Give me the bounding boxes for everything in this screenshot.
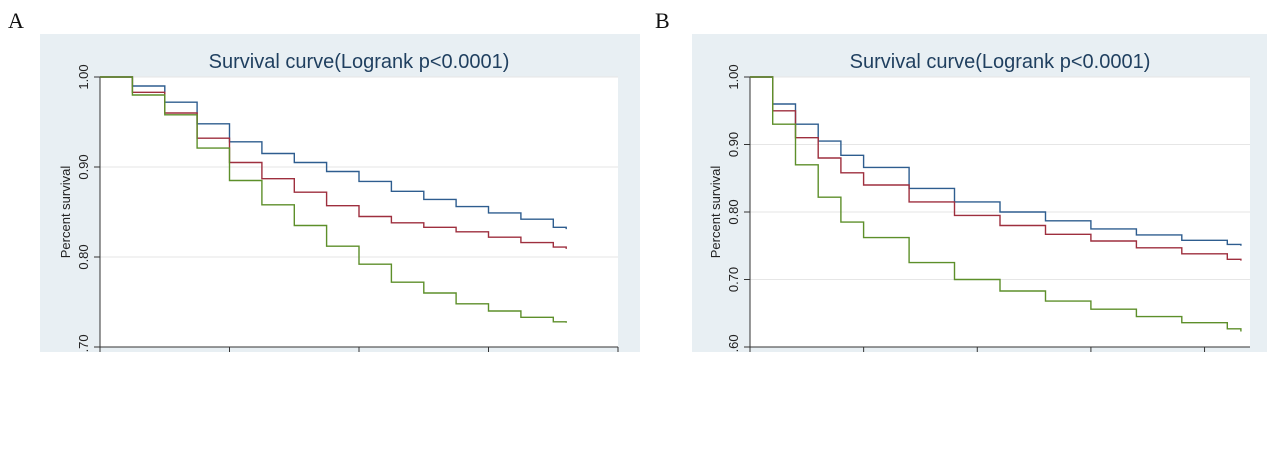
y-tick-label: 0.70: [726, 267, 741, 292]
chart-title: Survival curve(Logrank p<0.0001): [850, 51, 1151, 73]
y-tick-label: 1.00: [76, 64, 91, 89]
series-line-tertile-3: [750, 76, 1242, 332]
series-line-tertile-1: [100, 76, 567, 230]
y-tick-label: 0.90: [76, 154, 91, 179]
y-axis-label: Percent survival: [708, 166, 723, 259]
chart-title: Survival curve(Logrank p<0.0001): [209, 51, 510, 73]
y-tick-label: 0.80: [76, 244, 91, 269]
series-line-tertile-2: [750, 76, 1242, 261]
panel-letter-a: A: [8, 8, 24, 33]
survival-chart-b: Survival curve(Logrank p<0.0001) 0.60 0.70…: [692, 34, 1267, 352]
y-tick-label: 0.60: [726, 334, 741, 352]
series-line-tertile-2: [100, 76, 567, 249]
y-tick-label: 1.00: [726, 64, 741, 89]
y-tick-label: 0.70: [76, 334, 91, 352]
y-tick-label: 0.90: [726, 132, 741, 157]
panel-letter-b: B: [655, 8, 670, 33]
series-line-tertile-3: [100, 76, 567, 323]
survival-chart-a: Survival curve(Logrank p<0.0001) 0.70 0.80…: [40, 34, 640, 352]
y-axis-label: Percent survival: [58, 166, 73, 259]
y-tick-label: 0.80: [726, 199, 741, 224]
